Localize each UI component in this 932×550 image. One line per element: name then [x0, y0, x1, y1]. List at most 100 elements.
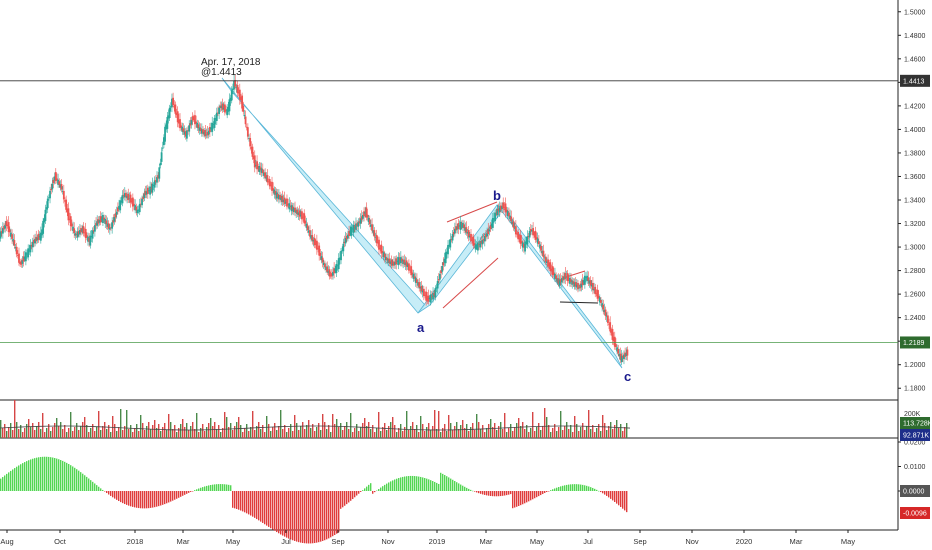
candle-body [11, 234, 13, 239]
osc-bar [376, 490, 378, 492]
osc-bar [328, 491, 330, 539]
osc-zero-tag-bg [900, 485, 930, 497]
volume-bar [402, 431, 404, 438]
candle-body [61, 191, 64, 192]
volume-bar [586, 426, 588, 438]
volume-bar [446, 431, 448, 438]
candle-body [312, 239, 315, 242]
candle-body [205, 134, 208, 136]
candle-body [524, 241, 526, 252]
candle-body [378, 239, 380, 250]
volume-bar [172, 429, 174, 438]
candle-body [64, 200, 66, 202]
candle-body [3, 226, 5, 230]
osc-bar [14, 468, 16, 491]
candle-body [244, 116, 247, 125]
candle-body [409, 269, 411, 271]
candle-body [80, 228, 82, 233]
volume-bar [408, 430, 410, 438]
candle-body [67, 208, 70, 221]
osc-bar [178, 491, 180, 498]
osc-bar [234, 491, 236, 509]
osc-bar [202, 487, 204, 491]
volume-bar [530, 428, 532, 438]
osc-bar [200, 487, 202, 491]
volume-bar [424, 431, 426, 438]
osc-bar [144, 491, 146, 509]
volume-bar [320, 430, 322, 438]
candle-body [406, 265, 409, 267]
osc-bar [270, 491, 272, 529]
candle-body [19, 261, 22, 265]
volume-bar [512, 431, 514, 438]
osc-bar [134, 491, 136, 508]
candle-body [84, 228, 87, 238]
candle-body [278, 195, 280, 200]
volume-bar [420, 416, 422, 438]
osc-bar [550, 490, 552, 491]
osc-bar [46, 456, 48, 491]
candle-body [136, 209, 139, 214]
volume-bar [228, 427, 230, 438]
price-tick-label: 1.5000 [904, 9, 926, 16]
volume-bar [196, 413, 198, 438]
time-tick-label: 2019 [429, 537, 446, 546]
volume-bar [140, 415, 142, 438]
candle-body [528, 231, 531, 238]
osc-bar [18, 465, 20, 491]
candle-body [252, 156, 255, 160]
volume-bar [44, 432, 46, 438]
volume-bar [200, 428, 202, 438]
candle-body [449, 239, 452, 248]
volume-bar [82, 422, 84, 438]
volume-bar [282, 429, 284, 438]
candle-body [299, 215, 302, 216]
candle-body [108, 228, 111, 230]
candle-body [371, 224, 373, 231]
candle-body [448, 244, 451, 246]
candle-body [296, 209, 299, 215]
candle-body [82, 226, 85, 234]
candle-body [462, 222, 464, 228]
candle-body [352, 224, 355, 233]
osc-bar [590, 487, 592, 491]
volume-bar [52, 427, 54, 438]
time-tick-label: Jul [583, 537, 593, 546]
candle-body [615, 344, 617, 348]
candle-body [47, 197, 50, 199]
osc-bar [276, 491, 278, 533]
candle-body [297, 212, 300, 215]
osc-bar [474, 491, 476, 492]
osc-bar [502, 491, 504, 496]
osc-bar [400, 477, 402, 491]
volume-bar [142, 423, 144, 438]
candle-body [608, 323, 610, 325]
volume-bar [440, 432, 442, 438]
volume-bar [514, 427, 516, 438]
volume-bar [290, 424, 292, 438]
osc-bar [54, 458, 56, 491]
candle-body [572, 281, 575, 284]
candle-body [152, 184, 155, 186]
volume-bar [566, 422, 568, 438]
volume-bar [74, 427, 76, 438]
candle-body [536, 238, 539, 244]
candle-body [95, 223, 97, 226]
candle-body [334, 268, 337, 271]
volume-bar [278, 426, 280, 438]
candle-body [585, 277, 587, 278]
volume-bar [264, 432, 266, 438]
candle-body [204, 130, 207, 137]
osc-bar [588, 486, 590, 491]
candle-body [509, 215, 512, 219]
candle-body [540, 245, 543, 251]
volume-bar [416, 425, 418, 438]
osc-bar [262, 491, 264, 523]
volume-bar [546, 417, 548, 438]
volume-bar [386, 430, 388, 438]
volume-bar [538, 423, 540, 438]
horizontal-lines [0, 80, 898, 343]
osc-bar [438, 483, 440, 491]
candle-body [328, 269, 331, 277]
